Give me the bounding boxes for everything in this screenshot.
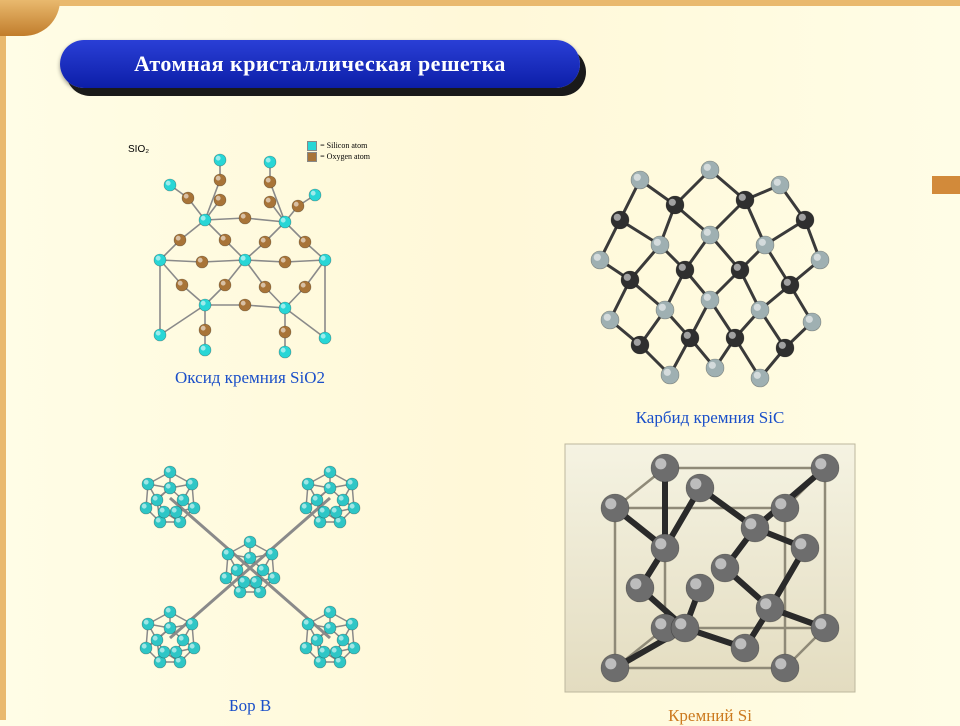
si-svg: [555, 438, 865, 698]
title-text: Атомная кристаллическая решетка: [134, 51, 506, 77]
cell-si: Кремний Si: [500, 438, 920, 726]
sio2-svg: [120, 140, 380, 360]
cell-sic: Карбид кремния SiC: [500, 140, 920, 428]
boron-caption: Бор B: [229, 696, 271, 716]
sic-caption: Карбид кремния SiC: [636, 408, 785, 428]
sio2-caption: Оксид кремния SiO2: [175, 368, 325, 388]
boron-svg: [100, 438, 400, 688]
sio2-legend: = Silicon atom= Oxygen atom: [307, 140, 370, 162]
side-accent: [932, 176, 960, 194]
title-banner: Атомная кристаллическая решетка: [60, 40, 580, 88]
structures-grid: SIO₂ = Silicon atom= Oxygen atom Оксид к…: [40, 140, 920, 700]
si-caption: Кремний Si: [668, 706, 752, 726]
sio2-formula: SIO₂: [128, 144, 149, 155]
cell-boron: Бор B: [40, 438, 460, 726]
sic-svg: [560, 140, 860, 400]
cell-sio2: SIO₂ = Silicon atom= Oxygen atom Оксид к…: [40, 140, 460, 428]
sio2-figure: SIO₂ = Silicon atom= Oxygen atom: [120, 140, 380, 360]
